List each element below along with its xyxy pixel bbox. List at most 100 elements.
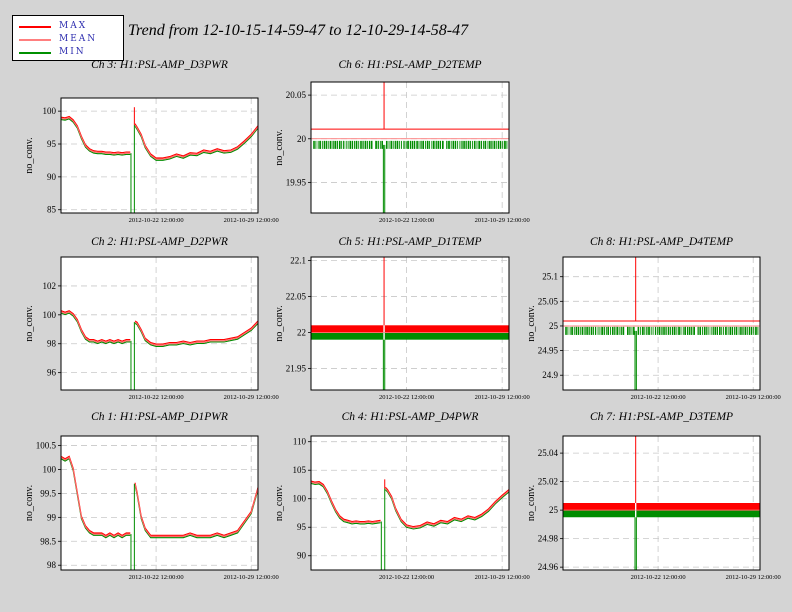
data-layer bbox=[61, 310, 258, 390]
data-layer bbox=[61, 455, 258, 570]
y-axis-label: no_conv. bbox=[526, 305, 537, 341]
plot-frame bbox=[562, 435, 761, 571]
y-axis-label: no_conv. bbox=[24, 485, 35, 521]
y-tick-label: 90 bbox=[47, 172, 57, 182]
data-layer bbox=[311, 257, 509, 390]
chart-3: Ch 2: H1:PSL-AMP_D2PWR 96 98 100 102 2012-10-… bbox=[24, 236, 279, 401]
x-tick-label: 2012-10-29 12:00:00 bbox=[475, 394, 530, 401]
plot-area bbox=[311, 436, 509, 570]
y-tick-label: 95 bbox=[297, 522, 307, 532]
y-tick-label: 100 bbox=[43, 106, 57, 116]
y-tick-label: 21.95 bbox=[286, 363, 307, 373]
y-tick-label: 25.04 bbox=[538, 448, 559, 458]
data-layer bbox=[311, 479, 509, 570]
x-tick-label: 2012-10-29 12:00:00 bbox=[224, 217, 279, 224]
x-tick-label: 2012-10-29 12:00:00 bbox=[224, 574, 279, 581]
x-tick-label: 2012-10-22 12:00:00 bbox=[379, 574, 434, 581]
x-tick-label: 2012-10-22 12:00:00 bbox=[631, 574, 686, 581]
plot-area bbox=[61, 436, 258, 570]
y-tick-label: 99 bbox=[47, 512, 57, 522]
series-min-line bbox=[134, 322, 258, 347]
y-tick-label: 22.1 bbox=[290, 256, 306, 266]
y-tick-label: 85 bbox=[47, 205, 57, 215]
data-layer bbox=[563, 436, 760, 570]
plot-frame bbox=[60, 256, 259, 391]
series-mean-line bbox=[61, 117, 131, 155]
chart-title: Ch 8: H1:PSL-AMP_D4TEMP bbox=[590, 236, 733, 248]
y-tick-label: 96 bbox=[47, 368, 57, 378]
y-tick-label: 105 bbox=[293, 465, 307, 475]
legend: MAX MEAN MIN bbox=[12, 15, 124, 61]
chart-4: Ch 5: H1:PSL-AMP_D1TEMP 21.95 22 22.05 22.1 2… bbox=[274, 236, 530, 401]
plot-frame bbox=[310, 256, 510, 391]
chart-title: Ch 6: H1:PSL-AMP_D2TEMP bbox=[338, 59, 481, 71]
y-tick-label: 19.95 bbox=[286, 177, 307, 187]
x-tick-label: 2012-10-22 12:00:00 bbox=[129, 217, 184, 224]
page-title: Trend from 12-10-15-14-59-47 to 12-10-29… bbox=[128, 22, 469, 39]
legend-item-max: MAX bbox=[13, 21, 123, 33]
y-tick-label: 98 bbox=[47, 560, 57, 570]
y-tick-label: 24.98 bbox=[538, 534, 559, 544]
y-tick-label: 100 bbox=[293, 494, 307, 504]
x-tick-label: 2012-10-22 12:00:00 bbox=[631, 394, 686, 401]
series-max-line bbox=[134, 123, 258, 159]
chart-title: Ch 2: H1:PSL-AMP_D2PWR bbox=[91, 236, 228, 248]
chart-title: Ch 5: H1:PSL-AMP_D1TEMP bbox=[338, 236, 481, 248]
y-axis-label: no_conv. bbox=[526, 485, 537, 521]
series-min-band bbox=[636, 510, 760, 518]
y-tick-label: 95 bbox=[47, 139, 57, 149]
chart-7: Ch 4: H1:PSL-AMP_D4PWR 90 95 100 105 110 2012-… bbox=[274, 411, 530, 581]
y-axis-label: no_conv. bbox=[274, 129, 285, 165]
legend-swatch-min bbox=[19, 52, 51, 54]
series-min-line bbox=[61, 118, 131, 156]
series-min-line bbox=[134, 125, 258, 161]
chart-1: Ch 3: H1:PSL-AMP_D3PWR 85 90 95 100 2012-10-2… bbox=[24, 59, 279, 224]
chart-6: Ch 1: H1:PSL-AMP_D1PWR 98 98.5 99 99.5 100 100… bbox=[24, 411, 279, 581]
series-mean-line bbox=[61, 311, 131, 343]
series-max-line bbox=[134, 320, 258, 345]
y-tick-label: 22 bbox=[297, 327, 306, 337]
data-layer bbox=[311, 82, 509, 213]
y-tick-label: 98.5 bbox=[40, 536, 56, 546]
legend-swatch-mean bbox=[19, 39, 51, 41]
series-min-band bbox=[384, 332, 509, 340]
y-tick-label: 22.05 bbox=[286, 292, 307, 302]
series-mean-line bbox=[385, 488, 509, 529]
y-tick-label: 100 bbox=[43, 465, 57, 475]
legend-item-mean: MEAN bbox=[13, 34, 123, 46]
y-tick-label: 25.1 bbox=[542, 272, 558, 282]
series-mean-line bbox=[61, 456, 131, 538]
chart-8: Ch 7: H1:PSL-AMP_D3TEMP 24.96 24.98 25 25.02… bbox=[526, 411, 781, 581]
y-tick-label: 20 bbox=[297, 134, 307, 144]
plot-frame bbox=[60, 97, 259, 214]
y-tick-label: 20.05 bbox=[286, 90, 307, 100]
y-axis-label: no_conv. bbox=[24, 137, 35, 173]
series-max-line bbox=[61, 310, 131, 342]
x-tick-label: 2012-10-29 12:00:00 bbox=[726, 574, 781, 581]
y-axis-label: no_conv. bbox=[24, 305, 35, 341]
y-tick-label: 25 bbox=[549, 321, 559, 331]
chart-5: Ch 8: H1:PSL-AMP_D4TEMP 24.9 24.95 25 25.05 2… bbox=[526, 236, 781, 401]
y-tick-label: 24.96 bbox=[538, 562, 559, 572]
chart-title: Ch 3: H1:PSL-AMP_D3PWR bbox=[91, 59, 228, 71]
series-min-line bbox=[61, 312, 131, 345]
x-tick-label: 2012-10-29 12:00:00 bbox=[475, 217, 530, 224]
series-max-line bbox=[134, 482, 258, 536]
chart-title: Ch 1: H1:PSL-AMP_D1PWR bbox=[91, 411, 228, 423]
y-tick-label: 100.5 bbox=[36, 441, 57, 451]
legend-label-min: MIN bbox=[59, 47, 86, 57]
y-tick-label: 100 bbox=[43, 310, 57, 320]
data-layer bbox=[61, 107, 258, 213]
chart-2: Ch 6: H1:PSL-AMP_D2TEMP 19.95 20 20.05 2012-… bbox=[274, 59, 530, 224]
series-mean-line bbox=[134, 321, 258, 346]
y-axis-label: no_conv. bbox=[274, 485, 285, 521]
y-tick-label: 24.95 bbox=[538, 346, 559, 356]
plot-area bbox=[311, 257, 509, 390]
series-min-band bbox=[563, 510, 636, 518]
series-mean-line bbox=[134, 124, 258, 160]
y-tick-label: 99.5 bbox=[40, 488, 56, 498]
y-tick-label: 24.9 bbox=[542, 370, 558, 380]
series-max-line bbox=[61, 115, 131, 154]
x-tick-label: 2012-10-29 12:00:00 bbox=[475, 574, 530, 581]
